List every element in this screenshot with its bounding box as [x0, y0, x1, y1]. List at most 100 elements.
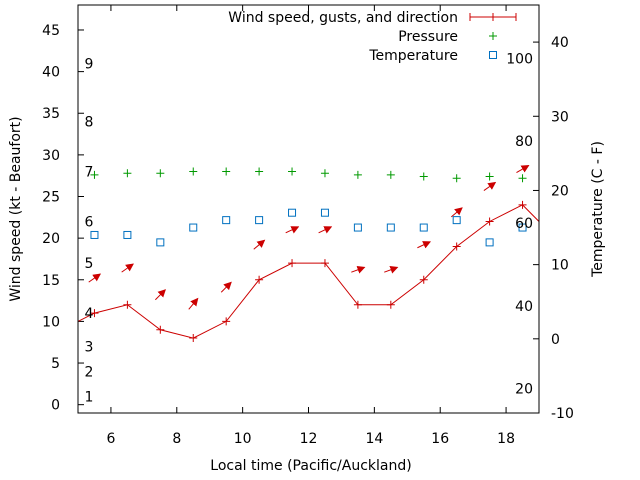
- fahrenheit-label: 80: [515, 134, 533, 150]
- y-tick-label: 5: [51, 356, 60, 372]
- legend-samples: [469, 13, 517, 59]
- pressure-point: [386, 170, 395, 179]
- wind-gust-arrow: [188, 297, 199, 310]
- wind-speed-point: [353, 300, 362, 309]
- x-axis-title: Local time (Pacific/Auckland): [210, 458, 411, 474]
- fahrenheit-label: 20: [515, 382, 533, 398]
- y-tick-label: 15: [42, 273, 60, 289]
- legend-label-wind: Wind speed, gusts, and direction: [228, 10, 458, 26]
- temperature-point: [386, 223, 395, 232]
- x-tick-label: 6: [106, 431, 115, 447]
- temperature-point: [255, 216, 264, 225]
- x-tick-label: 12: [300, 431, 318, 447]
- temperature-point: [189, 223, 198, 232]
- pressure-point: [288, 167, 297, 176]
- beaufort-label: 4: [85, 306, 94, 322]
- legend-sample-pressure: [489, 32, 497, 40]
- pressure-point: [320, 169, 329, 178]
- chart-labels-layer: 6 8 10 12 14 16 18051015202530354045-100102030…: [42, 23, 574, 447]
- temperature-point: [90, 230, 99, 239]
- beaufort-label: 8: [85, 115, 94, 131]
- y-tick-label: 30: [42, 148, 60, 164]
- wind-gust-arrow: [88, 273, 102, 283]
- wind-gust-arrow: [351, 266, 366, 274]
- legend-sample-wind-marks: [469, 13, 517, 21]
- chart-legend: Wind speed, gusts, and direction Pressur…: [228, 10, 517, 64]
- beaufort-label: 5: [85, 256, 94, 272]
- wind-gust-arrow: [318, 226, 333, 234]
- plot-clip-group: [78, 165, 539, 343]
- y2-tick-label: 30: [551, 109, 569, 125]
- temperature-point: [320, 208, 329, 217]
- fahrenheit-label: 100: [506, 51, 533, 67]
- wind-speed-point: [386, 300, 395, 309]
- temperature-point: [156, 238, 165, 247]
- fahrenheit-label: 60: [515, 216, 533, 232]
- legend-label-temperature: Temperature: [368, 48, 458, 64]
- x-tick-label: 18: [497, 431, 515, 447]
- pressure-point: [189, 167, 198, 176]
- plot-area-border: [77, 4, 540, 414]
- pressure-point: [123, 169, 132, 178]
- legend-sample-temperature: [489, 51, 497, 59]
- beaufort-label: 6: [85, 214, 94, 230]
- y-tick-label: 10: [42, 314, 60, 330]
- pressure-point: [485, 172, 494, 181]
- beaufort-label: 7: [85, 165, 94, 181]
- chart-ticks-layer: [78, 5, 539, 414]
- x-tick-label: 16: [431, 431, 449, 447]
- wind-speed-point: [123, 300, 132, 309]
- temperature-point: [419, 223, 428, 232]
- y-tick-label: 40: [42, 65, 60, 81]
- y2-tick-label: 10: [551, 258, 569, 274]
- pressure-point: [255, 167, 264, 176]
- wind-gust-arrow: [483, 181, 497, 191]
- wind-gust-arrow: [384, 266, 399, 274]
- x-tick-label: 10: [234, 431, 252, 447]
- y2-tick-label: -10: [551, 406, 574, 422]
- temperature-point: [288, 208, 297, 217]
- legend-label-pressure: Pressure: [398, 29, 458, 45]
- wind-gust-arrow: [285, 226, 300, 234]
- temperature-point: [518, 223, 527, 232]
- y-tick-label: 0: [51, 398, 60, 414]
- beaufort-label: 2: [85, 364, 94, 380]
- pressure-point: [419, 172, 428, 181]
- temperature-point: [353, 223, 362, 232]
- y2-tick-label: 40: [551, 35, 569, 51]
- beaufort-label: 9: [85, 56, 94, 72]
- wind-gust-arrow: [220, 281, 232, 293]
- y-axis-title: Wind speed (kt - Beaufort): [8, 116, 24, 301]
- y-tick-label: 35: [42, 106, 60, 122]
- pressure-point: [518, 174, 527, 183]
- temperature-point: [485, 238, 494, 247]
- wind-speed-point: [419, 275, 428, 284]
- wind-speed-point: [320, 259, 329, 268]
- y2-tick-label: 20: [551, 183, 569, 199]
- wind-speed-point: [189, 334, 198, 343]
- wind-speed-point: [452, 242, 461, 251]
- wind-speed-point: [288, 259, 297, 268]
- y-tick-label: 20: [42, 231, 60, 247]
- wind-speed-point: [90, 309, 99, 318]
- wind-gust-arrow: [155, 289, 166, 301]
- pressure-point: [222, 167, 231, 176]
- beaufort-label: 3: [85, 339, 94, 355]
- wind-speed-line: [78, 204, 539, 339]
- wind-speed-point: [518, 200, 527, 209]
- chart-data-layer: [78, 165, 539, 343]
- beaufort-label: 1: [85, 389, 94, 405]
- wind-gust-arrow: [450, 207, 463, 218]
- wind-gust-arrow: [516, 165, 530, 173]
- pressure-point: [90, 170, 99, 179]
- pressure-point: [452, 174, 461, 183]
- x-tick-label: 8: [172, 431, 181, 447]
- wind-gust-arrow: [417, 241, 432, 249]
- wind-gust-arrow: [121, 263, 134, 273]
- pressure-point: [156, 169, 165, 178]
- wind-gust-arrow: [253, 239, 266, 250]
- wind-speed-point: [222, 317, 231, 326]
- y2-tick-label: 0: [551, 332, 560, 348]
- wind-speed-point: [156, 325, 165, 334]
